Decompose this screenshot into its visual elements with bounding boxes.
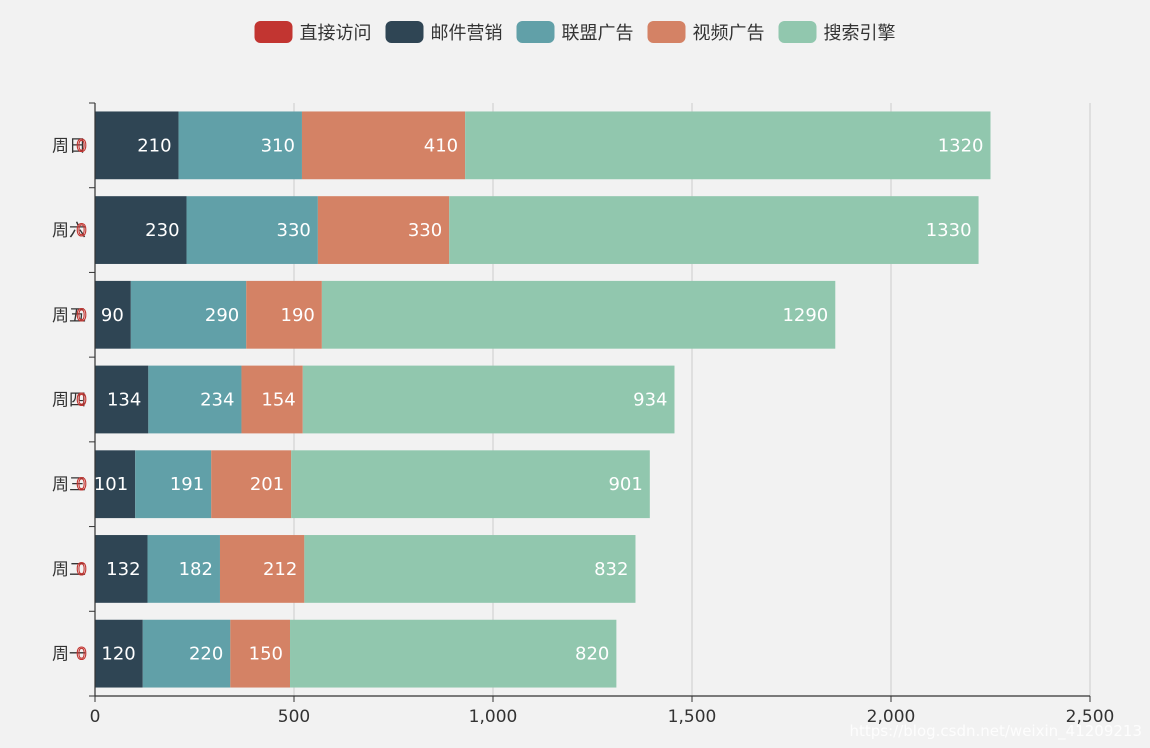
bar-segment[interactable] bbox=[95, 535, 148, 603]
legend-item[interactable]: 直接访问 bbox=[254, 21, 372, 44]
y-tick-label: 周日 bbox=[52, 136, 86, 156]
legend[interactable]: 直接访问 邮件营销 联盟广告 视频广告 搜索引擎 bbox=[254, 21, 896, 44]
data-label: 1320 bbox=[938, 135, 984, 156]
data-label: 132 bbox=[106, 559, 140, 580]
data-label: 120 bbox=[101, 644, 135, 665]
zero-data-label: 0 bbox=[76, 306, 87, 326]
data-label: 901 bbox=[608, 474, 642, 495]
legend-item[interactable]: 视频广告 bbox=[647, 21, 765, 44]
data-label: 182 bbox=[179, 559, 213, 580]
y-tick-label: 周三 bbox=[52, 475, 86, 495]
x-tick-label: 1,500 bbox=[668, 707, 717, 727]
legend-item[interactable]: 联盟广告 bbox=[516, 21, 634, 44]
y-tick-label: 周五 bbox=[52, 306, 86, 326]
bar-segment[interactable] bbox=[186, 196, 318, 264]
data-label: 190 bbox=[281, 305, 315, 326]
data-label: 90 bbox=[101, 305, 124, 326]
bar-segment[interactable] bbox=[130, 280, 247, 349]
legend-label: 直接访问 bbox=[300, 23, 372, 44]
bar-segment[interactable] bbox=[317, 196, 450, 264]
zero-data-label: 0 bbox=[76, 645, 87, 665]
legend-label: 搜索引擎 bbox=[824, 23, 896, 44]
bar-segment[interactable] bbox=[304, 535, 636, 603]
x-tick-label: 500 bbox=[278, 707, 310, 727]
bar-segment[interactable] bbox=[219, 535, 305, 603]
legend-label: 视频广告 bbox=[693, 23, 765, 44]
bar-segment[interactable] bbox=[95, 619, 143, 688]
legend-label: 联盟广告 bbox=[562, 23, 634, 44]
bar-segment[interactable] bbox=[95, 450, 136, 519]
data-label: 230 bbox=[145, 220, 179, 241]
bar-segment[interactable] bbox=[142, 619, 231, 688]
bar-segment[interactable] bbox=[95, 196, 187, 264]
data-label: 150 bbox=[249, 644, 283, 665]
y-tick-label: 周一 bbox=[52, 645, 86, 665]
data-label: 191 bbox=[170, 474, 204, 495]
bar-segment[interactable] bbox=[148, 365, 242, 434]
data-label: 101 bbox=[94, 474, 128, 495]
data-label: 1330 bbox=[926, 220, 972, 241]
data-label: 1290 bbox=[782, 305, 828, 326]
bar-segment[interactable] bbox=[178, 111, 302, 180]
data-label: 134 bbox=[107, 390, 141, 411]
data-label: 154 bbox=[261, 390, 295, 411]
legend-label: 邮件营销 bbox=[431, 23, 503, 44]
bar-segment[interactable] bbox=[211, 450, 292, 519]
bar-segment[interactable] bbox=[135, 450, 212, 519]
bar-segment[interactable] bbox=[465, 111, 991, 180]
bar-segment[interactable] bbox=[95, 365, 149, 434]
data-label: 832 bbox=[594, 559, 628, 580]
data-label: 310 bbox=[261, 135, 295, 156]
x-tick-label: 2,500 bbox=[1066, 707, 1115, 727]
data-label: 290 bbox=[205, 305, 239, 326]
zero-data-label: 0 bbox=[76, 391, 87, 411]
bar-segment[interactable] bbox=[95, 111, 179, 180]
legend-swatch bbox=[516, 21, 555, 43]
bar-segment[interactable] bbox=[95, 280, 131, 349]
legend-item[interactable]: 邮件营销 bbox=[385, 21, 503, 44]
x-tick-label: 2,000 bbox=[867, 707, 916, 727]
zero-data-label: 0 bbox=[76, 221, 87, 241]
zero-data-label: 0 bbox=[76, 475, 87, 495]
y-tick-label: 周四 bbox=[52, 391, 86, 411]
bar-segment[interactable] bbox=[321, 280, 836, 349]
data-label: 234 bbox=[200, 390, 234, 411]
bar-segment[interactable] bbox=[290, 619, 617, 688]
data-label: 212 bbox=[263, 559, 297, 580]
legend-swatch bbox=[778, 21, 817, 43]
bar-segment[interactable] bbox=[302, 365, 675, 434]
data-label: 330 bbox=[277, 220, 311, 241]
bar-segment[interactable] bbox=[230, 619, 291, 688]
data-label: 210 bbox=[137, 135, 171, 156]
data-label: 410 bbox=[424, 135, 458, 156]
data-label: 220 bbox=[189, 644, 223, 665]
y-tick-label: 周二 bbox=[52, 560, 86, 580]
data-labels: 0 120 220 150 820 0 132 182 212 832 0 101 191 201 901 0… bbox=[76, 135, 984, 665]
bar-segment[interactable] bbox=[291, 450, 650, 519]
bars bbox=[95, 111, 991, 688]
watermark-text: https://blog.csdn.net/weixin_41209213 bbox=[849, 722, 1142, 741]
bar-segment[interactable] bbox=[449, 196, 979, 264]
bar-segment[interactable] bbox=[301, 111, 466, 180]
zero-data-label: 0 bbox=[76, 136, 87, 156]
legend-swatch bbox=[254, 21, 293, 43]
data-label: 330 bbox=[408, 220, 442, 241]
x-tick-label: 0 bbox=[90, 707, 101, 727]
bar-segment[interactable] bbox=[246, 280, 322, 349]
data-label: 934 bbox=[633, 390, 667, 411]
legend-swatch bbox=[385, 21, 424, 43]
bar-segment[interactable] bbox=[241, 365, 303, 434]
y-tick-label: 周六 bbox=[52, 221, 86, 241]
x-tick-label: 1,000 bbox=[469, 707, 518, 727]
legend-item[interactable]: 搜索引擎 bbox=[778, 21, 896, 44]
bar-segment[interactable] bbox=[147, 535, 220, 603]
zero-data-label: 0 bbox=[76, 560, 87, 580]
data-label: 201 bbox=[250, 474, 284, 495]
legend-swatch bbox=[647, 21, 686, 43]
data-label: 820 bbox=[575, 644, 609, 665]
